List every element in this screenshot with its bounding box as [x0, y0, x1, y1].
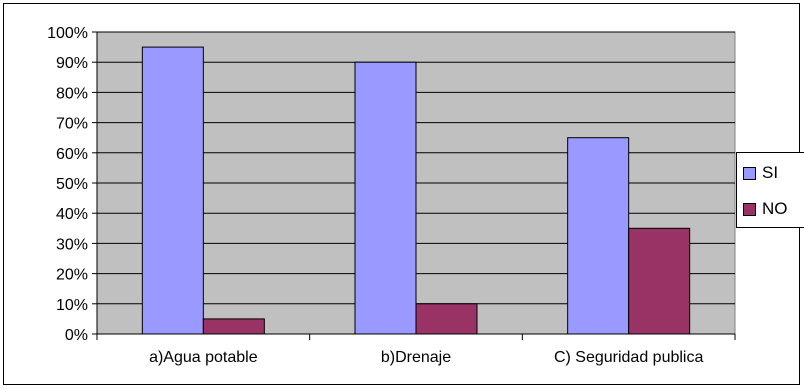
y-tick-label: 90% [56, 55, 88, 72]
legend-swatch-no [743, 202, 756, 216]
x-tick-label: b)Drenaje [381, 349, 451, 366]
y-tick-label: 70% [56, 116, 88, 133]
y-tick-label: 40% [56, 206, 88, 223]
legend-swatch-si [743, 166, 756, 180]
x-axis: a)Agua potable b)Drenaje C) Seguridad publ… [96, 334, 736, 366]
bar-si-3 [567, 137, 630, 335]
y-tick-label: 20% [56, 267, 88, 284]
bar-no-1 [202, 318, 265, 335]
legend-label-no: NO [762, 199, 788, 218]
legend-item-no: NO [743, 199, 788, 219]
y-tick-label: 10% [56, 297, 88, 314]
x-tick-label: a)Agua potable [149, 349, 258, 366]
y-tick-label: 30% [56, 236, 88, 253]
legend-label-si: SI [762, 163, 779, 182]
y-tick-label: 80% [56, 85, 88, 102]
y-tick-label: 50% [56, 176, 88, 193]
y-tick-label: 100% [47, 25, 88, 42]
legend-item-si: SI [743, 163, 778, 183]
bar-no-2 [415, 303, 478, 335]
y-axis: 0% 10% 20% 30% 40% 50% 60% 70% 80% 90% 100% [47, 25, 97, 344]
bar-no-3 [628, 227, 691, 335]
y-tick-label: 0% [65, 327, 88, 344]
bar-si-2 [354, 61, 417, 335]
y-tick-label: 60% [56, 146, 88, 163]
x-tick-label: C) Seguridad publica [554, 349, 704, 366]
bar-si-1 [141, 46, 204, 335]
legend: SI NO [736, 152, 804, 228]
